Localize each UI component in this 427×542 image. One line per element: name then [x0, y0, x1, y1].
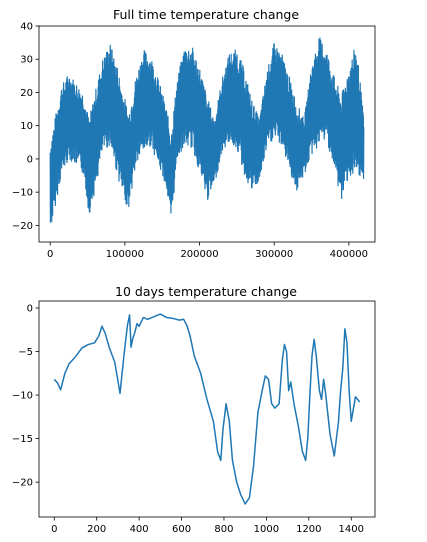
- series-line: [53, 313, 361, 505]
- x-tick-label: 200000: [180, 249, 218, 260]
- x-tick-label: 400: [130, 524, 149, 535]
- x-tick-label: 600: [172, 524, 191, 535]
- y-tick-label: −20: [12, 221, 33, 232]
- y-axis: −20 −10 0 10 20 30 40: [12, 22, 39, 232]
- x-axis: 0 100000 200000 300000 400000: [47, 242, 368, 260]
- axes-frame: [38, 25, 376, 243]
- y-tick-label: 10: [20, 121, 33, 132]
- series-line: [49, 37, 365, 223]
- chart-title: Full time temperature change: [113, 7, 299, 22]
- x-tick-label: 0: [47, 249, 53, 260]
- y-tick-label: −5: [18, 347, 33, 358]
- x-tick-label: 100000: [106, 249, 144, 260]
- x-tick-label: 0: [51, 524, 57, 535]
- chart-top: Full time temperature change 0 100000 2000…: [12, 7, 376, 260]
- x-tick-label: 300000: [255, 249, 293, 260]
- y-tick-label: 0: [27, 303, 33, 314]
- x-tick-label: 1000: [254, 524, 279, 535]
- y-tick-label: 30: [20, 55, 33, 66]
- x-tick-label: 1200: [296, 524, 321, 535]
- y-tick-label: −10: [12, 391, 33, 402]
- axes-frame: [38, 300, 376, 518]
- chart-title: 10 days temperature change: [115, 284, 297, 299]
- x-axis: 0 200 400 600 800 1000 1200 1400: [51, 517, 364, 535]
- chart-bottom: 10 days temperature change 0 200 400 600 800…: [12, 284, 376, 535]
- y-tick-label: 40: [20, 22, 33, 33]
- x-tick-label: 800: [214, 524, 233, 535]
- y-tick-label: 20: [20, 88, 33, 99]
- y-tick-label: −15: [12, 434, 33, 445]
- y-tick-label: −10: [12, 188, 33, 199]
- x-tick-label: 200: [87, 524, 106, 535]
- x-tick-label: 400000: [330, 249, 368, 260]
- y-axis: −20 −15 −10 −5 0: [12, 303, 39, 489]
- plot-area: [49, 37, 365, 223]
- x-tick-label: 1400: [339, 524, 364, 535]
- y-tick-label: −20: [12, 478, 33, 489]
- plot-area: [53, 313, 361, 505]
- y-tick-label: 0: [27, 154, 33, 165]
